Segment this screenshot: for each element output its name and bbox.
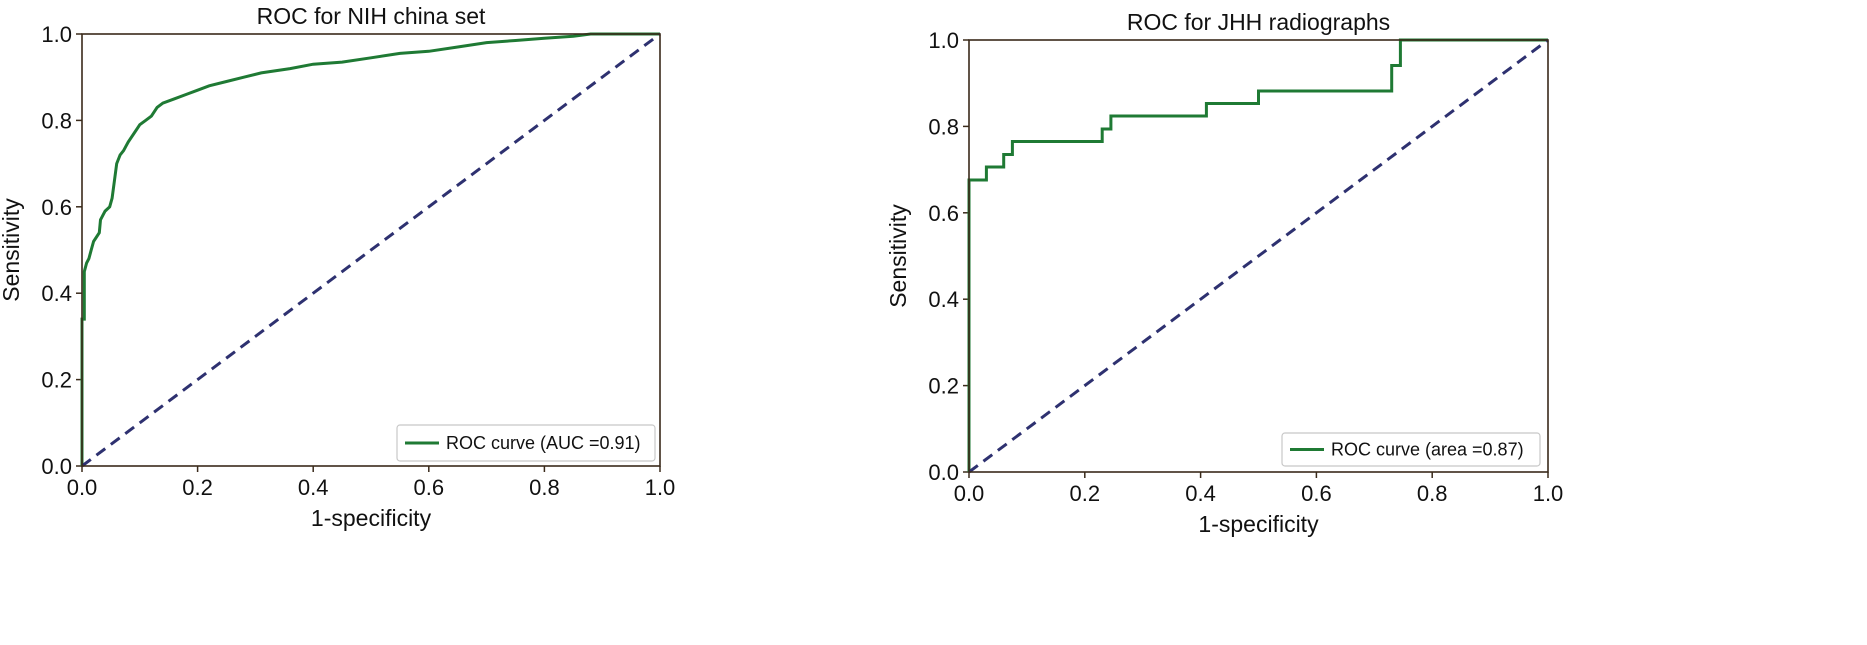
x-tick-label: 0.8 — [529, 475, 560, 500]
chance-diagonal-line — [81, 32, 661, 468]
y-axis-label: Sensitivity — [885, 204, 911, 308]
x-tick-label: 0.4 — [298, 475, 329, 500]
legend-label: ROC curve (area =0.87) — [1331, 440, 1524, 460]
x-axis-label: 1-specificity — [311, 505, 432, 531]
y-tick-label: 0.2 — [928, 374, 959, 399]
y-axis-label: Sensitivity — [0, 198, 24, 302]
x-tick-label: 1.0 — [645, 475, 676, 500]
legend-box — [396, 424, 656, 462]
plot-frame — [968, 39, 1549, 473]
chart-panel-2: ROC for JHH radiographs 1-specificity Sens… — [885, 9, 1563, 537]
x-tick-label: 0.4 — [1185, 481, 1216, 506]
roc-curve-line — [80, 32, 660, 466]
x-tick-label: 0.0 — [954, 481, 985, 506]
legend: ROC curve (area =0.87) — [1281, 432, 1541, 467]
legend-label: ROC curve (AUC =0.91) — [446, 433, 641, 453]
y-tick-label: 1.0 — [41, 22, 72, 47]
x-tick-label: 0.2 — [1070, 481, 1101, 506]
chart-panel-1: ROC for NIH china set 1-specificity Sensit… — [0, 3, 675, 531]
plot-frame — [81, 33, 661, 467]
legend-box — [1281, 432, 1541, 467]
y-tick-label: 0.6 — [41, 195, 72, 220]
y-tick-label: 0.8 — [928, 114, 959, 139]
x-tick-label: 0.6 — [414, 475, 445, 500]
y-tick-label: 0.4 — [928, 287, 959, 312]
legend: ROC curve (AUC =0.91) — [396, 424, 656, 462]
x-tick-label: 0.2 — [182, 475, 213, 500]
y-tick-label: 0.4 — [41, 281, 72, 306]
roc-curve-line — [967, 38, 1548, 472]
x-tick-label: 0.6 — [1301, 481, 1332, 506]
x-tick-label: 0.8 — [1417, 481, 1448, 506]
x-axis-label: 1-specificity — [1198, 511, 1319, 537]
x-tick-label: 1.0 — [1533, 481, 1564, 506]
chart-title: ROC for JHH radiographs — [1127, 9, 1390, 35]
chance-diagonal-line — [968, 38, 1549, 474]
y-tick-label: 0.8 — [41, 108, 72, 133]
y-tick-label: 0.2 — [41, 368, 72, 393]
x-tick-label: 0.0 — [67, 475, 98, 500]
y-tick-label: 0.0 — [41, 454, 72, 479]
y-tick-label: 0.6 — [928, 201, 959, 226]
y-tick-label: 1.0 — [928, 28, 959, 53]
y-tick-label: 0.0 — [928, 460, 959, 485]
chart-title: ROC for NIH china set — [257, 3, 486, 29]
